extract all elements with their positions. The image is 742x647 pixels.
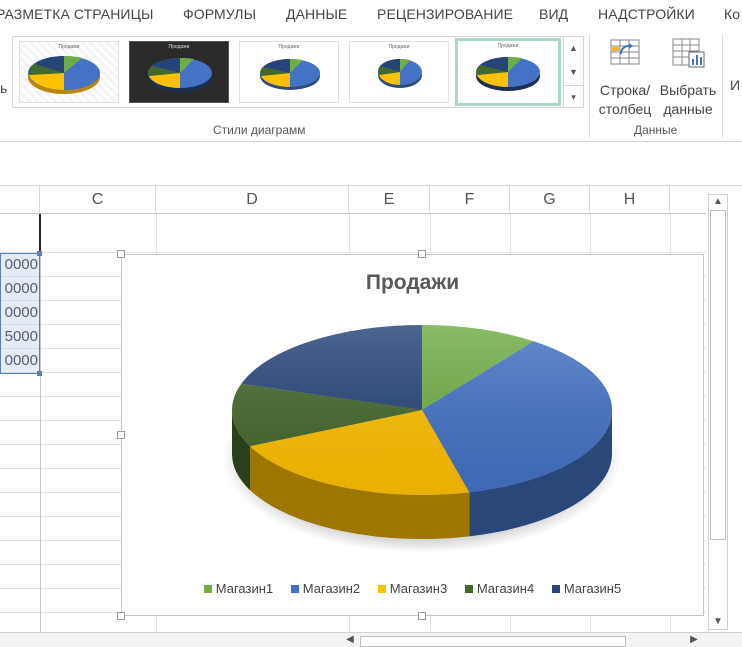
data-group-label: Данные [634, 123, 678, 137]
legend-item-magazin1[interactable]: Магазин1 [203, 581, 274, 596]
gallery-more-icon[interactable]: ▾ [564, 85, 583, 108]
column-header-b[interactable] [0, 186, 40, 214]
cell-b6[interactable]: 0000 [4, 352, 38, 369]
chart-style-4-pie-icon [378, 58, 422, 88]
gallery-scroll: ▲ ▼ ▾ [564, 36, 584, 108]
next-group-stub[interactable]: И [730, 77, 741, 93]
chart-style-1-pie-icon [28, 55, 100, 94]
chart-style-3-title: Продажи [278, 44, 300, 50]
horizontal-scroll-thumb[interactable] [360, 636, 626, 647]
ribbon-separator [589, 34, 590, 138]
range-handle-bottom[interactable] [37, 371, 42, 376]
legend-swatch-2 [290, 585, 299, 593]
switch-row-column-icon [610, 39, 640, 65]
selected-data-range[interactable] [0, 253, 40, 374]
chart-style-1-title: Продажи [58, 44, 80, 50]
legend-item-magazin5[interactable]: Магазин5 [551, 581, 622, 596]
legend-swatch-4 [464, 585, 473, 593]
column-header-f[interactable]: F [430, 186, 510, 214]
tab-addins[interactable]: НАДСТРОЙКИ [598, 6, 695, 22]
chart-style-2[interactable]: Продажи [129, 41, 229, 103]
column-header-g[interactable]: G [510, 186, 590, 214]
tab-data[interactable]: ДАННЫЕ [286, 6, 348, 22]
pie-top-shade [232, 325, 612, 495]
chart-style-1[interactable]: Продажи [19, 41, 119, 103]
legend-label-2: Магазин2 [302, 581, 361, 596]
cell-border-marker [39, 214, 41, 252]
pie-side-2-0 [469, 410, 612, 537]
column-header-c[interactable]: C [40, 186, 156, 214]
chart-handle-bl[interactable] [117, 612, 125, 620]
legend-swatch-1 [203, 585, 212, 593]
scroll-left-icon[interactable]: ◀ [346, 634, 354, 645]
vertical-scrollbar[interactable]: ▲ ▼ [706, 186, 742, 632]
gallery-down-icon[interactable]: ▼ [569, 67, 578, 77]
ribbon-left-stub: ь [0, 80, 8, 96]
legend-label-1: Магазин1 [215, 581, 274, 596]
vertical-scroll-thumb[interactable] [710, 210, 726, 540]
chart-handle-ml[interactable] [117, 431, 125, 439]
column-header-h[interactable]: H [590, 186, 670, 214]
scroll-up-icon[interactable]: ▲ [713, 196, 723, 207]
chart-title[interactable]: Продажи [365, 271, 460, 294]
cell-b4[interactable]: 0000 [4, 304, 38, 321]
chart-style-4-title: Продажи [388, 44, 410, 50]
chart-handle-tc[interactable] [418, 250, 426, 258]
pie-chart-plot[interactable] [122, 255, 705, 617]
tab-view[interactable]: ВИД [539, 6, 569, 22]
ribbon-tabs: РАЗМЕТКА СТРАНИЦЫ ФОРМУЛЫ ДАННЫЕ РЕЦЕНЗИ… [0, 0, 742, 28]
legend-item-magazin2[interactable]: Магазин2 [290, 581, 361, 596]
legend-swatch-3 [377, 585, 386, 593]
chart-style-4[interactable]: Продажи [349, 41, 449, 103]
chart-style-2-title: Продажи [168, 44, 190, 50]
horizontal-scrollbar[interactable]: ◀ ▶ [0, 632, 742, 647]
column-header-i[interactable] [670, 186, 706, 214]
legend-item-magazin3[interactable]: Магазин3 [377, 581, 448, 596]
chart-style-2-pie-icon [148, 57, 212, 92]
column-header-d[interactable]: D [156, 186, 349, 214]
formula-bar-area [0, 142, 742, 186]
chart-style-3-pie-icon [260, 58, 320, 90]
select-data-label-2: данные [663, 101, 713, 117]
pie-chart-area[interactable]: Продажи Магазин1 Магазин2 Магазин3 Магаз… [121, 254, 704, 616]
legend-swatch-5 [551, 585, 560, 593]
select-data-button[interactable]: Выбрать данные [656, 34, 720, 119]
gallery-up-icon[interactable]: ▲ [569, 43, 578, 53]
chart-legend[interactable]: Магазин1 Магазин2 Магазин3 Магазин4 Мага… [122, 581, 703, 596]
column-header-e[interactable]: E [349, 186, 430, 214]
switch-row-column-button[interactable]: Строка/ столбец [596, 34, 654, 119]
chart-handle-bc[interactable] [418, 612, 426, 620]
legend-label-5: Магазин5 [563, 581, 622, 596]
tab-review[interactable]: РЕЦЕНЗИРОВАНИЕ [377, 6, 514, 22]
chart-style-3[interactable]: Продажи [239, 41, 339, 103]
pie-side-4-0 [232, 410, 251, 491]
legend-item-magazin4[interactable]: Магазин4 [464, 581, 535, 596]
scroll-right-icon[interactable]: ▶ [690, 634, 698, 645]
switch-row-column-label-2: столбец [598, 101, 652, 117]
ribbon-body: ь Продажи Продажи [0, 28, 742, 142]
ribbon-separator-2 [722, 34, 723, 138]
cell-b5[interactable]: 5000 [4, 328, 38, 345]
range-handle-top[interactable] [37, 251, 42, 256]
select-data-icon [672, 38, 705, 68]
tab-more[interactable]: Ко [724, 6, 741, 22]
tab-page-layout[interactable]: РАЗМЕТКА СТРАНИЦЫ [0, 6, 154, 22]
chart-styles-group-label: Стили диаграмм [213, 123, 306, 137]
legend-label-3: Магазин3 [389, 581, 448, 596]
cell-b3[interactable]: 0000 [4, 280, 38, 297]
chart-style-5-pie-icon [476, 56, 540, 91]
chart-style-5-title: Продажи [497, 43, 519, 49]
chart-styles-gallery: Продажи Продажи Продажи [12, 36, 564, 108]
select-data-label-1: Выбрать [659, 82, 717, 98]
switch-row-column-label-1: Строка/ [599, 82, 651, 98]
scroll-down-icon[interactable]: ▼ [713, 616, 723, 627]
tab-formulas[interactable]: ФОРМУЛЫ [183, 6, 257, 22]
chart-style-5-selected[interactable]: Продажи [455, 38, 561, 106]
chart-handle-tl[interactable] [117, 250, 125, 258]
pie-side-3-0 [250, 446, 470, 539]
cell-b2[interactable]: 0000 [4, 256, 38, 273]
legend-label-4: Магазин4 [476, 581, 535, 596]
